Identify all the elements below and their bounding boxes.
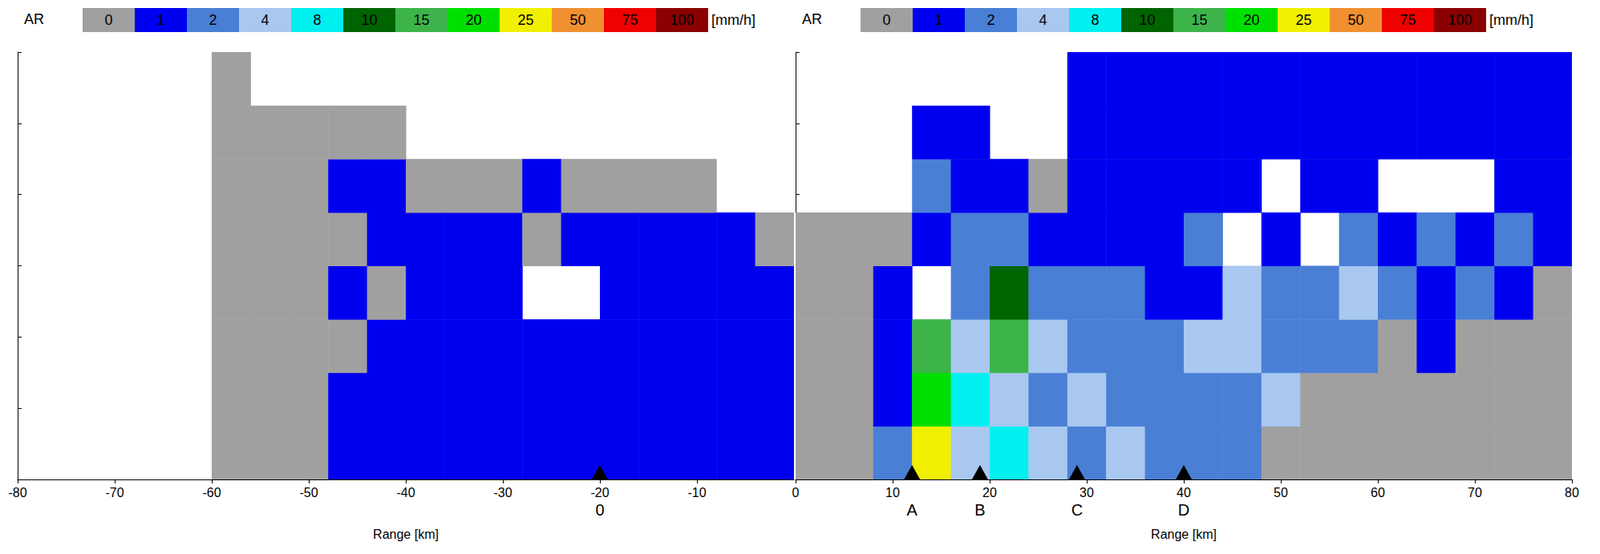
svg-text:100: 100 [1447,12,1472,29]
svg-text:4: 4 [260,12,269,29]
svg-text:[mm/h]: [mm/h] [711,12,756,29]
svg-text:15: 15 [1190,12,1208,29]
svg-text:10: 10 [1138,12,1155,29]
svg-text:D: D [1178,501,1190,519]
svg-text:1: 1 [156,12,165,29]
svg-text:4: 4 [1038,12,1047,29]
svg-text:-30: -30 [493,486,512,500]
svg-text:40: 40 [1176,486,1191,500]
svg-text:-40: -40 [396,486,415,500]
svg-text:20: 20 [1243,12,1260,29]
svg-text:2: 2 [208,12,217,29]
svg-text:0: 0 [104,12,113,29]
svg-text:50: 50 [1347,12,1364,29]
svg-text:20: 20 [982,486,997,500]
svg-text:-10: -10 [687,486,706,500]
svg-text:25: 25 [517,12,534,29]
svg-text:25: 25 [1295,12,1312,29]
svg-text:2: 2 [986,12,995,29]
svg-text:80: 80 [1564,486,1580,500]
svg-text:75: 75 [1399,12,1416,29]
svg-text:-70: -70 [105,486,124,500]
svg-text:30: 30 [1079,486,1094,500]
svg-text:70: 70 [1467,486,1483,500]
svg-text:0: 0 [882,12,891,29]
svg-text:A: A [907,501,919,519]
svg-text:Range [km]: Range [km] [372,527,439,542]
svg-text:15: 15 [413,12,430,29]
svg-text:50: 50 [569,12,586,29]
svg-text:10: 10 [360,12,377,29]
svg-text:C: C [1071,501,1083,519]
svg-text:100: 100 [669,12,694,29]
svg-text:Range [km]: Range [km] [1150,527,1217,542]
svg-text:-20: -20 [590,486,609,500]
svg-text:8: 8 [312,12,321,29]
svg-text:-50: -50 [299,486,318,500]
svg-text:0: 0 [595,501,604,519]
svg-text:1: 1 [934,12,943,29]
svg-text:0: 0 [792,486,800,500]
svg-text:[mm/h]: [mm/h] [1489,12,1534,29]
svg-text:AR: AR [802,11,823,28]
svg-text:-80: -80 [8,486,27,500]
svg-text:-60: -60 [202,486,221,500]
svg-text:B: B [974,501,985,519]
svg-text:60: 60 [1370,486,1386,500]
svg-text:AR: AR [24,11,45,28]
svg-text:75: 75 [621,12,638,29]
svg-text:8: 8 [1090,12,1099,29]
svg-text:20: 20 [465,12,482,29]
svg-text:10: 10 [885,486,900,500]
svg-text:50: 50 [1273,486,1289,500]
